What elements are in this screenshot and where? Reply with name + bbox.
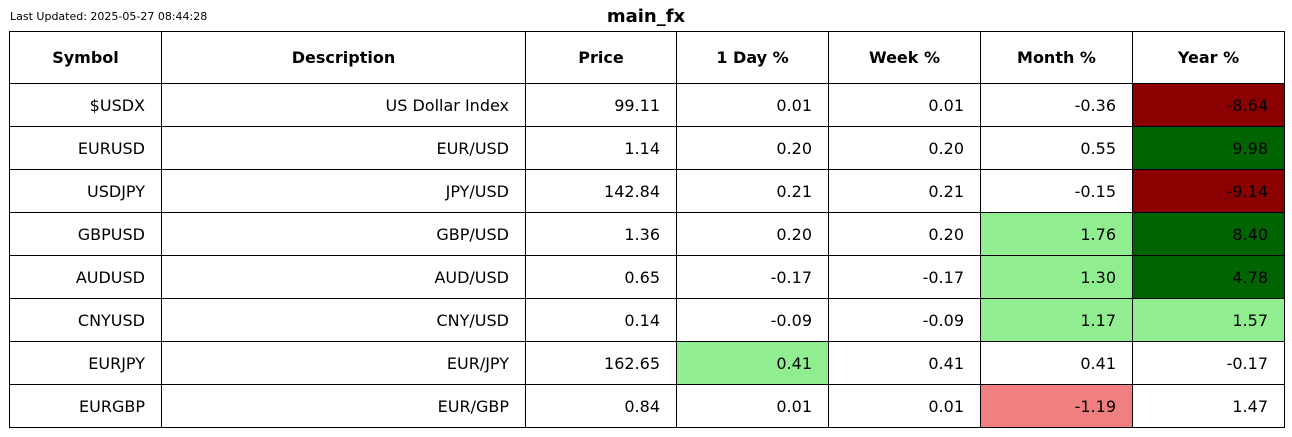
table-cell: EURUSD — [9, 126, 162, 170]
table-cell: 0.20 — [676, 212, 829, 256]
table-cell: 0.20 — [828, 126, 981, 170]
table-cell: 0.41 — [676, 341, 829, 385]
table-cell: 8.40 — [1132, 212, 1285, 256]
table-cell: -0.17 — [676, 255, 829, 299]
table-cell: -0.15 — [980, 169, 1133, 213]
table-cell: AUDUSD — [9, 255, 162, 299]
table-cell: AUD/USD — [161, 255, 526, 299]
table-cell: 0.01 — [828, 83, 981, 127]
table-cell: 4.78 — [1132, 255, 1285, 299]
table-cell: 1.14 — [525, 126, 677, 170]
table-cell: EURJPY — [9, 341, 162, 385]
table-cell: 0.01 — [828, 384, 981, 428]
table-cell: 1.30 — [980, 255, 1133, 299]
column-header: Week % — [828, 31, 981, 84]
table-cell: 0.65 — [525, 255, 677, 299]
table-row: GBPUSD GBP/USD 1.36 0.20 0.20 1.76 8.40 — [9, 212, 1285, 256]
table-row: CNYUSD CNY/USD 0.14 -0.09 -0.09 1.17 1.57 — [9, 298, 1285, 342]
table-cell: -0.17 — [1132, 341, 1285, 385]
table-cell: 1.47 — [1132, 384, 1285, 428]
table-cell: 1.36 — [525, 212, 677, 256]
table-cell: 0.14 — [525, 298, 677, 342]
table-row: EURGBP EUR/GBP 0.84 0.01 0.01 -1.19 1.47 — [9, 384, 1285, 428]
table-cell: -0.36 — [980, 83, 1133, 127]
table-row: EURUSD EUR/USD 1.14 0.20 0.20 0.55 9.98 — [9, 126, 1285, 170]
table-row: EURJPY EUR/JPY 162.65 0.41 0.41 0.41 -0.17 — [9, 341, 1285, 385]
table-cell: 0.84 — [525, 384, 677, 428]
header-row: Symbol Description Price 1 Day % Week % Month… — [9, 31, 1285, 84]
table-cell: 0.41 — [980, 341, 1133, 385]
column-header: Description — [161, 31, 526, 84]
table-cell: 1.17 — [980, 298, 1133, 342]
table-cell: 0.41 — [828, 341, 981, 385]
table-cell: 0.01 — [676, 83, 829, 127]
table-row: AUDUSD AUD/USD 0.65 -0.17 -0.17 1.30 4.78 — [9, 255, 1285, 299]
column-header: Symbol — [9, 31, 162, 84]
fx-table: Symbol Description Price 1 Day % Week % Month… — [9, 31, 1285, 428]
table-cell: -0.09 — [828, 298, 981, 342]
table-cell: 99.11 — [525, 83, 677, 127]
table-cell: 0.21 — [676, 169, 829, 213]
table-cell: EUR/GBP — [161, 384, 526, 428]
table-cell: EUR/USD — [161, 126, 526, 170]
table-cell: -8.64 — [1132, 83, 1285, 127]
last-updated-label: Last Updated: 2025-05-27 08:44:28 — [10, 10, 208, 23]
table-cell: 1.57 — [1132, 298, 1285, 342]
column-header: Year % — [1132, 31, 1285, 84]
table-cell: 0.21 — [828, 169, 981, 213]
table-cell: CNY/USD — [161, 298, 526, 342]
table-cell: 162.65 — [525, 341, 677, 385]
table-cell: 0.01 — [676, 384, 829, 428]
table-cell: GBPUSD — [9, 212, 162, 256]
table-cell: US Dollar Index — [161, 83, 526, 127]
table-row: USDJPY JPY/USD 142.84 0.21 0.21 -0.15 -9.14 — [9, 169, 1285, 213]
table-cell: -1.19 — [980, 384, 1133, 428]
table-cell: EUR/JPY — [161, 341, 526, 385]
table-cell: CNYUSD — [9, 298, 162, 342]
table-cell: 1.76 — [980, 212, 1133, 256]
table-cell: GBP/USD — [161, 212, 526, 256]
table-cell: $USDX — [9, 83, 162, 127]
table-cell: -9.14 — [1132, 169, 1285, 213]
table-row: $USDX US Dollar Index 99.11 0.01 0.01 -0.36 -8… — [9, 83, 1285, 127]
table-cell: JPY/USD — [161, 169, 526, 213]
table-cell: USDJPY — [9, 169, 162, 213]
column-header: Month % — [980, 31, 1133, 84]
table-cell: 0.20 — [828, 212, 981, 256]
table-title: main_fx — [606, 6, 686, 27]
table-cell: 9.98 — [1132, 126, 1285, 170]
table-cell: 142.84 — [525, 169, 677, 213]
table-body: $USDX US Dollar Index 99.11 0.01 0.01 -0.36 -8… — [9, 83, 1285, 428]
table-cell: 0.20 — [676, 126, 829, 170]
table-cell: -0.17 — [828, 255, 981, 299]
column-header: Price — [525, 31, 677, 84]
column-header: 1 Day % — [676, 31, 829, 84]
table-cell: -0.09 — [676, 298, 829, 342]
table-cell: 0.55 — [980, 126, 1133, 170]
table-cell: EURGBP — [9, 384, 162, 428]
